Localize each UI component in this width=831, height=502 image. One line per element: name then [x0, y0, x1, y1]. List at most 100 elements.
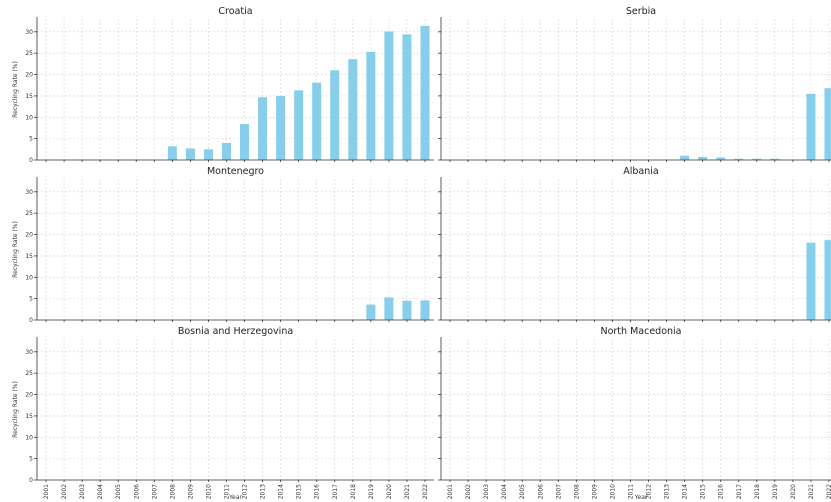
y-tick-label: 30: [25, 189, 33, 196]
panel-croatia: 0 5 10 15 20 25 30 Croatia Recycling Rate (%): [12, 6, 434, 164]
y-tick-label: 15: [25, 93, 33, 100]
x-tick-label: 2013: [260, 484, 267, 499]
y-tick-label: 5: [29, 296, 33, 303]
x-tick-label: 2001: [43, 484, 50, 499]
x-tick-label: 2012: [242, 484, 249, 499]
y-tick-label: 10: [25, 274, 33, 281]
y-tick-label: 0: [29, 477, 33, 484]
bar-2018: [348, 59, 358, 160]
x-tick-label: 2008: [573, 484, 580, 499]
bar-2021: [806, 93, 816, 160]
bar-2022: [824, 88, 831, 160]
bar-2015: [294, 90, 304, 160]
x-tick-label: 2013: [664, 484, 671, 499]
y-tick-label: 10: [25, 434, 33, 441]
x-tick-label: 2017: [332, 484, 339, 499]
bar-2020: [384, 297, 394, 320]
x-tick-label: 2009: [591, 484, 598, 499]
y-tick-label: 25: [25, 50, 33, 57]
y-tick-label: 20: [25, 232, 33, 239]
x-tick-label: 2014: [682, 484, 689, 499]
panel-title: North Macedonia: [600, 326, 681, 337]
y-tick-label: 5: [29, 136, 33, 143]
x-tick-label: 2021: [404, 484, 411, 499]
x-tick-label: 2004: [501, 484, 508, 499]
x-tick-label: 2011: [627, 484, 634, 499]
x-tick-label: 2016: [718, 484, 725, 499]
panel-title: Montenegro: [207, 166, 264, 177]
bar-2021: [402, 300, 412, 320]
x-tick-label: 2001: [447, 484, 454, 499]
x-tick-label: 2006: [133, 484, 140, 499]
x-tick-label: 2016: [314, 484, 321, 499]
panel-title: Serbia: [626, 6, 656, 17]
panel-north-macedonia: 2001 2002 2003 2004 2005 2006 2007 2008 2009 2010…: [438, 326, 831, 501]
x-tick-label: 2011: [223, 484, 230, 499]
y-tick-label: 25: [25, 370, 33, 377]
x-tick-label: 2006: [537, 484, 544, 499]
y-axis-label: Recycling Rate (%): [12, 381, 19, 438]
x-tick-label: 2002: [465, 484, 472, 499]
x-tick-label: 2019: [368, 484, 375, 499]
bar-2016: [716, 157, 726, 160]
y-axis-label: Recycling Rate (%): [12, 221, 19, 278]
panel-title: Croatia: [218, 6, 252, 17]
bar-2008: [167, 146, 177, 160]
bar-2019: [366, 51, 376, 160]
bar-2017: [330, 70, 340, 160]
y-tick-label: 5: [29, 456, 33, 463]
x-tick-label: 2007: [151, 484, 158, 499]
bar-2014: [680, 155, 690, 160]
x-tick-label: 2019: [772, 484, 779, 499]
bar-2013: [258, 97, 268, 160]
bar-2022: [420, 25, 430, 160]
panel-title: Albania: [623, 166, 658, 177]
panel-serbia: Serbia: [438, 6, 831, 162]
x-axis-label: Year: [634, 494, 648, 501]
bar-2022: [824, 240, 831, 320]
x-tick-label: 2021: [808, 484, 815, 499]
y-tick-label: 20: [25, 72, 33, 79]
x-axis-label: Year: [228, 494, 242, 501]
y-tick-label: 30: [25, 29, 33, 36]
x-tick-label: 2005: [519, 484, 526, 499]
y-tick-label: 15: [25, 253, 33, 260]
x-tick-label: 2007: [555, 484, 562, 499]
panel-albania: Albania: [438, 166, 831, 322]
x-tick-label: 2020: [790, 484, 797, 499]
bar-2020: [384, 31, 394, 160]
x-tick-label: 2015: [700, 484, 707, 499]
y-tick-label: 30: [25, 349, 33, 356]
bar-2016: [312, 82, 322, 160]
bar-2019: [366, 304, 376, 320]
bar-2014: [276, 95, 286, 160]
bar-2022: [420, 300, 430, 320]
x-tick-label: 2010: [205, 484, 212, 499]
panel-bosnia-and-herzegovina: 0 5 10 15 20 25 30 2001 2002 2003 2004 2005 2006 2007…: [12, 326, 434, 501]
x-tick-label: 2008: [169, 484, 176, 499]
y-tick-label: 0: [29, 317, 33, 324]
x-tick-label: 2009: [187, 484, 194, 499]
x-tick-label: 2002: [61, 484, 68, 499]
x-tick-label: 2004: [97, 484, 104, 499]
bar-2012: [240, 124, 250, 160]
x-tick-label: 2018: [754, 484, 761, 499]
x-tick-label: 2005: [115, 484, 122, 499]
x-tick-label: 2003: [483, 484, 490, 499]
x-tick-label: 2012: [646, 484, 653, 499]
x-tick-label: 2010: [609, 484, 616, 499]
x-tick-label: 2020: [386, 484, 393, 499]
x-tick-label: 2022: [422, 484, 429, 499]
bar-2021: [402, 34, 412, 160]
x-tick-label: 2014: [278, 484, 285, 499]
y-tick-label: 20: [25, 392, 33, 399]
bar-2010: [203, 149, 213, 160]
bar-2009: [185, 148, 195, 160]
x-tick-label: 2003: [79, 484, 86, 499]
bar-2017: [734, 158, 744, 160]
x-tick-label: 2018: [350, 484, 357, 499]
x-tick-label: 2015: [296, 484, 303, 499]
x-tick-label: 2017: [736, 484, 743, 499]
bar-2015: [698, 157, 708, 160]
bar-2011: [221, 142, 231, 160]
